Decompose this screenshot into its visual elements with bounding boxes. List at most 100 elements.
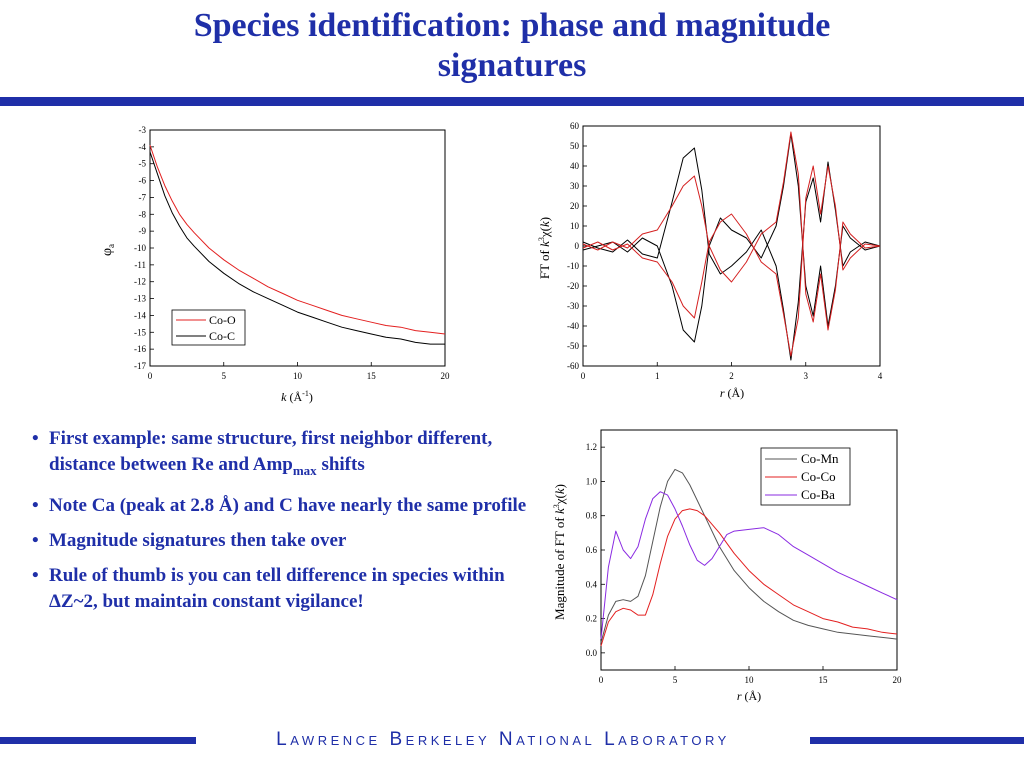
y-tick-label: -11 bbox=[134, 260, 146, 270]
y-tick-label: -15 bbox=[134, 327, 146, 337]
legend: Co-O Co-C bbox=[171, 309, 246, 346]
x-tick-label: 0 bbox=[148, 371, 153, 381]
legend: Co-Mn Co-Co Co-Ba bbox=[760, 447, 851, 506]
y-tick-label: -9 bbox=[139, 226, 147, 236]
x-tick-label: 5 bbox=[673, 675, 678, 685]
legend-label-co-o: Co-O bbox=[209, 313, 236, 327]
y-tick-label: -10 bbox=[134, 243, 146, 253]
tick-labels: 0 1 2 3 4 60 50 40 30 20 10 0 -10 -20 -30 -40 -50 -60 bbox=[567, 121, 883, 381]
y-tick-label: 0.0 bbox=[586, 648, 598, 658]
magnitude-chart: 0 5 10 15 20 1.2 1.0 0.8 0.6 0.4 0.2 0.0 Magnitude … bbox=[552, 429, 902, 703]
y-tick-label: 0.6 bbox=[586, 545, 598, 555]
footer-rule-left bbox=[0, 737, 196, 744]
title-line-2: signatures bbox=[437, 47, 587, 84]
series-line-trace-1 bbox=[582, 133, 881, 343]
y-tick-label: 1.2 bbox=[586, 442, 597, 452]
bullet-text: First example: same structure, first nei… bbox=[49, 428, 493, 475]
y-tick-label: -8 bbox=[139, 209, 147, 219]
y-tick-label: -60 bbox=[567, 361, 579, 371]
bullet-list: • First example: same structure, first ne… bbox=[32, 426, 532, 624]
y-tick-label: 10 bbox=[570, 221, 580, 231]
title-line-1: Species identification: phase and magnit… bbox=[193, 7, 831, 44]
series-line-co-o bbox=[149, 145, 446, 335]
y-tick-label: -6 bbox=[139, 176, 147, 186]
x-tick-label: 15 bbox=[367, 371, 377, 381]
y-tick-label: 0.4 bbox=[586, 579, 598, 589]
series-line-co-c bbox=[149, 151, 445, 345]
x-tick-label: 0 bbox=[581, 371, 586, 381]
y-tick-label: 50 bbox=[570, 141, 580, 151]
series-line-co-ba bbox=[600, 491, 898, 640]
tick-labels: 0 5 10 15 20 1.2 1.0 0.8 0.6 0.4 0.2 0.0 bbox=[586, 442, 902, 685]
y-tick-label: -3 bbox=[139, 125, 147, 135]
x-axis-label: r (Å) bbox=[720, 386, 744, 400]
title-divider bbox=[0, 97, 1024, 106]
y-tick-label: -20 bbox=[567, 281, 579, 291]
series-line-trace-4 bbox=[582, 165, 881, 357]
x-tick-label: 2 bbox=[729, 371, 734, 381]
x-axis-label: k (Å-1) bbox=[281, 389, 313, 404]
y-tick-label: -30 bbox=[567, 301, 579, 311]
y-tick-label: -40 bbox=[567, 321, 579, 331]
series-lines bbox=[149, 145, 446, 345]
y-axis-label: FT of k3χ(k) bbox=[537, 217, 552, 279]
y-tick-label: -17 bbox=[134, 361, 146, 371]
series-line-trace-3 bbox=[582, 131, 881, 331]
ft-chart: 0 1 2 3 4 60 50 40 30 20 10 0 -10 -20 -30 -40 -50 -60 FT … bbox=[537, 121, 883, 400]
series-lines bbox=[600, 468, 898, 647]
y-tick-label: -12 bbox=[134, 277, 146, 287]
x-tick-label: 4 bbox=[878, 371, 883, 381]
y-tick-label: 1.0 bbox=[586, 476, 598, 486]
bullet-item: • First example: same structure, first ne… bbox=[32, 428, 493, 478]
y-tick-label: 60 bbox=[570, 121, 580, 131]
legend-label-co-co: Co-Co bbox=[801, 469, 836, 484]
y-tick-label: -14 bbox=[134, 310, 146, 320]
series-line-co-co bbox=[600, 508, 898, 647]
bullet-item: • Note Ca (peak at 2.8 Å) and C have near… bbox=[32, 494, 527, 516]
legend-label-co-mn: Co-Mn bbox=[801, 451, 839, 466]
y-tick-label: 20 bbox=[570, 201, 580, 211]
x-tick-label: 0 bbox=[599, 675, 604, 685]
series-lines bbox=[582, 131, 881, 361]
y-tick-label: 0.2 bbox=[586, 614, 597, 624]
y-tick-label: -16 bbox=[134, 344, 146, 354]
series-line-co-mn bbox=[600, 468, 898, 643]
x-axis-label: r (Å) bbox=[737, 689, 761, 703]
slide-title: Species identification: phase and magnit… bbox=[0, 6, 1024, 86]
y-tick-label: 40 bbox=[570, 161, 580, 171]
bullet-item: • Magnitude signatures then take over bbox=[32, 529, 347, 551]
x-tick-label: 20 bbox=[441, 371, 451, 381]
bullet-text-tail: shifts bbox=[316, 454, 365, 475]
y-tick-label: -50 bbox=[567, 341, 579, 351]
y-axis-label: Magnitude of FT of k3χ(k) bbox=[552, 484, 567, 620]
x-tick-label: 1 bbox=[655, 371, 660, 381]
footer-rule-right bbox=[810, 737, 1024, 744]
bullet-subscript: max bbox=[292, 462, 317, 478]
x-tick-label: 15 bbox=[819, 675, 829, 685]
x-tick-label: 20 bbox=[893, 675, 903, 685]
plot-frame bbox=[582, 125, 881, 367]
y-tick-label: -4 bbox=[139, 142, 147, 152]
tick-labels: 0 5 10 15 20 -3 -4 -5 -6 -7 -8 -9 -10 -11 -12 -13 -14 -15… bbox=[134, 125, 450, 381]
y-tick-label: 30 bbox=[570, 181, 580, 191]
series-line-trace-2 bbox=[582, 147, 881, 361]
bullet-text: Magnitude signatures then take over bbox=[49, 529, 347, 551]
y-tick-label: -7 bbox=[139, 192, 147, 202]
footer-lab-name: Lawrence Berkeley National Laboratory bbox=[276, 729, 730, 750]
legend-label-co-c: Co-C bbox=[209, 329, 235, 343]
y-tick-label: 0.8 bbox=[586, 511, 598, 521]
bullet-text: Note Ca (peak at 2.8 Å) and C have nearl… bbox=[49, 494, 527, 516]
y-tick-label: -13 bbox=[134, 294, 146, 304]
bullet-item: • Rule of thumb is you can tell differenc… bbox=[32, 564, 505, 612]
y-tick-label: 0 bbox=[575, 241, 580, 251]
x-tick-label: 3 bbox=[804, 371, 809, 381]
bullet-text: Rule of thumb is you can tell difference… bbox=[49, 564, 505, 612]
y-tick-label: -5 bbox=[139, 159, 147, 169]
phase-chart: 0 5 10 15 20 -3 -4 -5 -6 -7 -8 -9 -10 -11 -12 -13 -14 -15… bbox=[100, 125, 450, 404]
legend-label-co-ba: Co-Ba bbox=[801, 487, 835, 502]
x-tick-label: 10 bbox=[293, 371, 303, 381]
y-tick-label: -10 bbox=[567, 261, 579, 271]
x-tick-label: 10 bbox=[745, 675, 755, 685]
x-tick-label: 5 bbox=[222, 371, 227, 381]
y-axis-label: φa bbox=[100, 244, 116, 256]
